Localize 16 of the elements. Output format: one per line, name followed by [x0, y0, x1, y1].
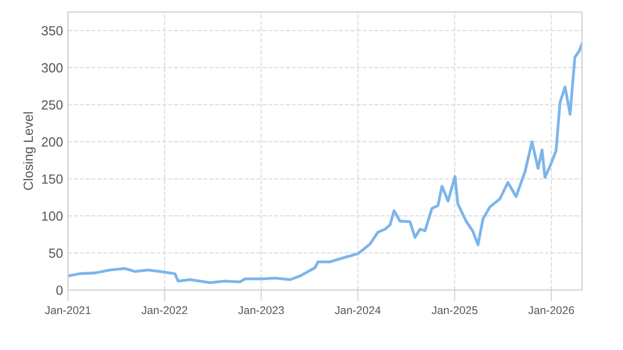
y-tick-label: 300 — [42, 63, 63, 73]
y-tick-label: 100 — [42, 211, 63, 221]
x-tick-label: Jan-2023 — [238, 306, 284, 314]
y-tick-label: 200 — [42, 137, 63, 147]
x-tick-label: Jan-2025 — [432, 306, 478, 314]
y-tick-label: 0 — [56, 286, 63, 295]
y-tick-label: 250 — [42, 100, 63, 110]
x-tick-label: Jan-2021 — [45, 306, 91, 314]
x-tick-label: Jan-2026 — [528, 306, 574, 314]
line-series — [68, 42, 582, 284]
y-tick-label: 350 — [42, 26, 63, 36]
y-tick-label: 150 — [42, 174, 63, 184]
x-tick-label: Jan-2024 — [334, 306, 381, 314]
y-axis-title: Closing Level — [23, 112, 36, 190]
y-tick-label: 50 — [48, 248, 63, 258]
x-tick-label: Jan-2022 — [142, 306, 188, 314]
